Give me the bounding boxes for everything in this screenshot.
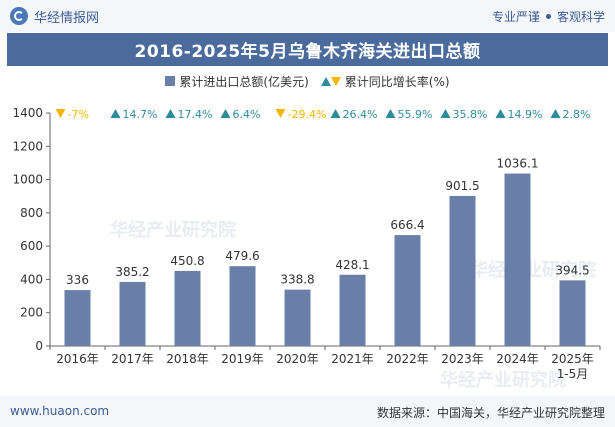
top-banner: 华经情报网 专业严谨 客观科学 [0,0,615,32]
growth-up-marker [330,109,341,118]
bar-value-label: 428.1 [335,258,369,272]
bar [229,266,256,346]
legend-growth-label: 累计同比增长率(%) [344,74,450,89]
bar [339,274,366,346]
y-tick-label: 200 [20,306,43,320]
bar-value-label: 1036.1 [497,157,539,171]
growth-label: 55.9% [398,108,433,121]
growth-up-marker [550,109,561,118]
bar [449,195,476,346]
chart-legend: 累计进出口总额(亿美元) 累计同比增长率(%) [0,72,615,90]
bar-value-label: 338.8 [280,273,314,287]
x-tick-label: 2023年 [441,352,484,366]
data-source: 数据来源：中国海关，华经产业研究院整理 [376,406,605,420]
growth-up-marker [440,109,451,118]
growth-label: 14.9% [508,108,543,121]
growth-label: -29.4% [288,108,327,121]
watermark-text-3: 华经产业研究院 [440,369,566,391]
x-tick-label: 2018年 [166,352,209,366]
watermark-text-2: 华经产业研究院 [470,259,596,281]
growth-label: 17.4% [178,108,213,121]
y-tick-label: 400 [20,272,43,286]
legend-item-growth: 累计同比增长率(%) [320,73,450,90]
y-tick-label: 800 [20,206,43,220]
growth-label: 6.4% [233,108,261,121]
bar-value-label: 901.5 [445,179,479,193]
growth-label: 26.4% [343,108,378,121]
x-tick-label: 2022年 [386,352,429,366]
bottom-banner: www.huaon.com 数据来源：中国海关，华经产业研究院整理 [0,396,615,427]
y-tick-label: 600 [20,239,43,253]
bar-chart: 华经产业研究院 华经产业研究院 华经产业研究院 0 200 400 600 800 100… [12,106,601,391]
x-tick-label: 2024年 [496,352,539,366]
chart-title: 2016-2025年5月乌鲁木齐海关进出口总额 [7,33,608,66]
growth-up-marker [165,109,176,118]
growth-down-marker [55,109,66,118]
y-tick-label: 1400 [12,106,43,120]
bullet-dot-icon [545,14,551,19]
bar-swatch-icon [165,76,176,86]
y-tick-label: 0 [35,339,43,353]
bar [119,281,146,346]
slogan-left: 专业严谨 [491,10,540,24]
website-link[interactable]: www.huaon.com [10,404,110,418]
bar [284,289,311,346]
x-tick-label: 2019年 [221,352,264,366]
bar-value-label: 450.8 [170,254,204,268]
x-tick-label: 2025年 [551,352,594,366]
bar [504,173,531,346]
growth-up-marker [110,109,121,118]
bar-value-label: 666.4 [390,218,424,232]
bar [394,235,421,346]
triangle-down-icon [330,76,341,86]
bar-value-label: 336 [66,273,89,287]
bar-value-label: 394.5 [555,263,589,277]
growth-down-marker [275,109,286,118]
bar-value-label: 479.6 [225,249,259,263]
growth-label: 2.8% [563,108,591,121]
triangle-up-icon [320,76,331,86]
growth-up-marker [385,109,396,118]
x-tick-label: 2017年 [111,352,154,366]
y-tick-label: 1000 [12,173,43,187]
x-tick-label: 2016年 [56,352,99,366]
bar [64,290,91,346]
brand-name: 华经情报网 [34,10,100,26]
legend-bar-label: 累计进出口总额(亿美元) [179,74,309,89]
x-tick-label: 2021年 [331,352,374,366]
bar [174,270,201,346]
y-tick-label: 1200 [12,139,43,153]
legend-item-bars: 累计进出口总额(亿美元) [165,73,309,90]
x-tick-label: 2020年 [276,352,319,366]
growth-label: -7% [68,108,89,121]
x-tick-label: 1-5月 [557,367,589,381]
slogan: 专业严谨 客观科学 [492,8,605,25]
bar-value-label: 385.2 [115,265,149,279]
slogan-right: 客观科学 [556,10,605,24]
watermark-text-1: 华经产业研究院 [110,219,236,241]
logo-icon [10,7,28,25]
growth-label: 35.8% [453,108,488,121]
growth-up-marker [495,109,506,118]
bar [559,280,586,346]
growth-label: 14.7% [123,108,158,121]
growth-up-marker [220,109,231,118]
brand[interactable]: 华经情报网 [10,7,100,26]
